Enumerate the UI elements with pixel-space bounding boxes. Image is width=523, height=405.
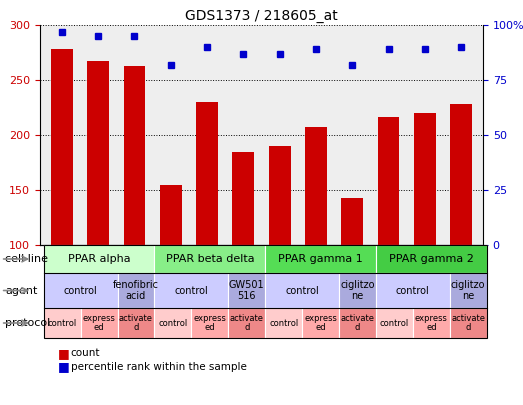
Text: activate
d: activate d (119, 313, 153, 333)
Bar (87, 61, 109, 245)
Bar (232, 151, 254, 245)
Text: ■: ■ (58, 360, 69, 373)
Text: ■: ■ (58, 347, 69, 360)
Bar (305, 127, 327, 245)
Text: ciglitzo
ne: ciglitzo ne (451, 280, 485, 301)
Text: control: control (285, 286, 319, 296)
Bar (414, 113, 436, 245)
Text: activate
d: activate d (230, 313, 264, 333)
Bar (123, 66, 145, 245)
Text: PPAR beta delta: PPAR beta delta (165, 254, 254, 264)
Text: percentile rank within the sample: percentile rank within the sample (71, 362, 246, 372)
Text: fenofibric
acid: fenofibric acid (113, 280, 159, 301)
Bar (450, 104, 472, 245)
Text: control: control (64, 286, 97, 296)
Text: PPAR gamma 2: PPAR gamma 2 (389, 254, 474, 264)
Text: activate
d: activate d (340, 313, 374, 333)
Text: control: control (175, 286, 208, 296)
Bar (269, 146, 291, 245)
Text: agent: agent (5, 286, 38, 296)
Text: PPAR gamma 1: PPAR gamma 1 (278, 254, 363, 264)
Text: express
ed: express ed (415, 313, 448, 333)
Text: protocol: protocol (5, 318, 51, 328)
Bar (160, 185, 181, 245)
Text: control: control (158, 318, 188, 328)
Text: control: control (396, 286, 430, 296)
Text: PPAR alpha: PPAR alpha (68, 254, 130, 264)
Text: control: control (48, 318, 77, 328)
Bar (196, 102, 218, 245)
Text: GW501
516: GW501 516 (229, 280, 265, 301)
Text: cell line: cell line (5, 254, 48, 264)
Text: express
ed: express ed (83, 313, 116, 333)
Text: count: count (71, 348, 100, 358)
Text: control: control (269, 318, 298, 328)
Bar (342, 198, 363, 245)
Text: express
ed: express ed (194, 313, 226, 333)
Text: control: control (380, 318, 409, 328)
Text: express
ed: express ed (304, 313, 337, 333)
Text: ciglitzo
ne: ciglitzo ne (340, 280, 375, 301)
Bar (51, 49, 73, 245)
Bar (378, 117, 400, 245)
Text: activate
d: activate d (451, 313, 485, 333)
Title: GDS1373 / 218605_at: GDS1373 / 218605_at (185, 9, 338, 23)
